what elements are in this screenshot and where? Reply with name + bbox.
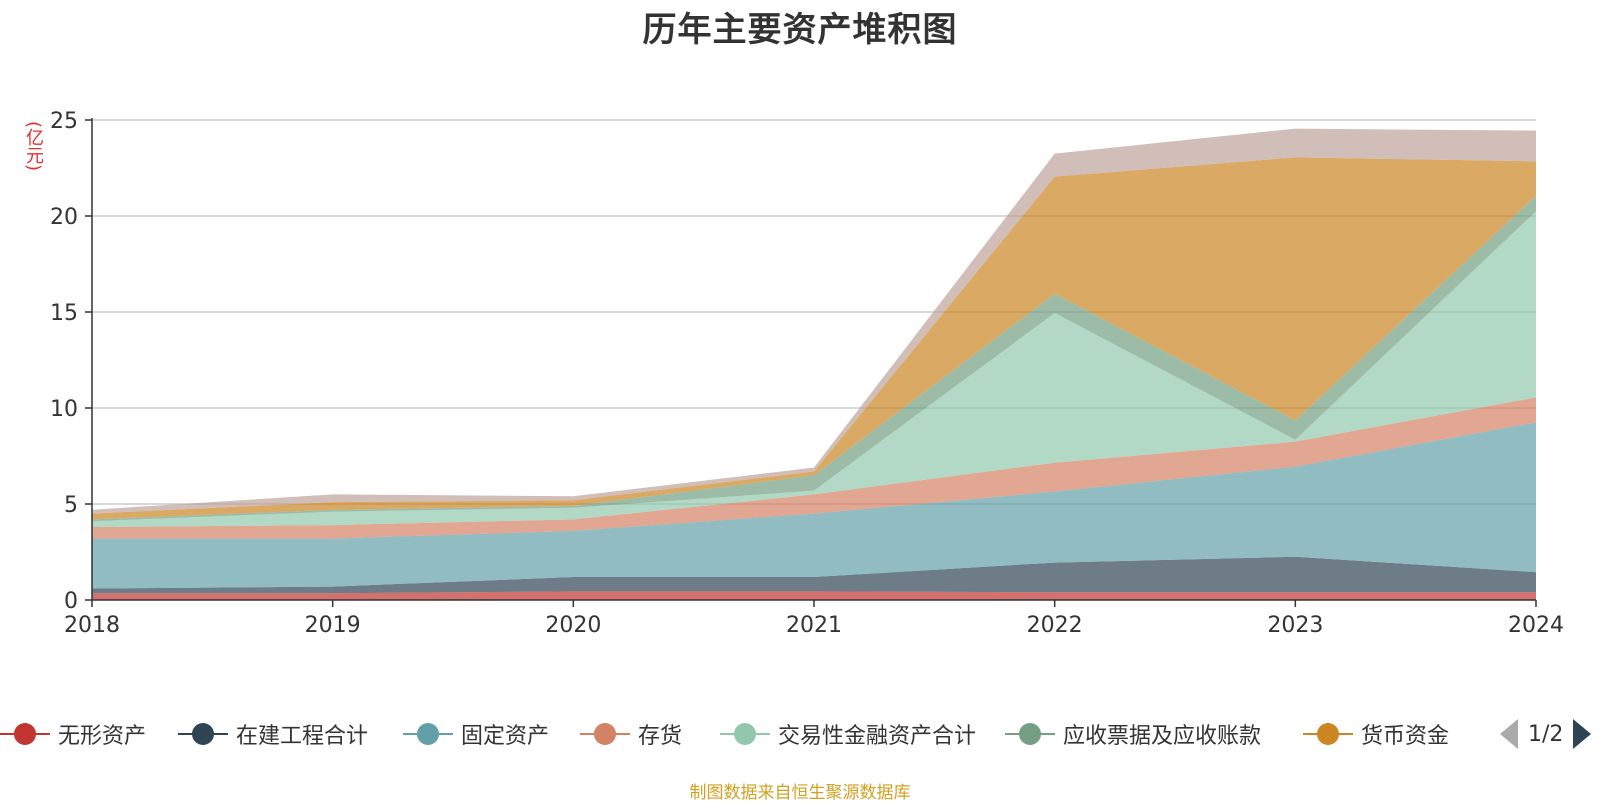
legend-marker-icon	[1005, 716, 1055, 752]
legend-marker-icon	[1303, 716, 1353, 752]
legend-next-page-button[interactable]	[1573, 719, 1592, 749]
x-tick-label: 2023	[1267, 613, 1323, 638]
x-tick-label: 2019	[305, 613, 361, 638]
legend-label: 交易性金融资产合计	[778, 724, 977, 749]
chart-legend: 无形资产 在建工程合计 固定资产 存货 交易性金融资产合计 应收票据及应收账款 货币资金	[0, 716, 1600, 752]
legend-label: 应收票据及应收账款	[1063, 724, 1262, 749]
stacked-area-chart: 0 5 10 15 20 25 2018 2019 2020 2021 2022 2023 2024	[50, 109, 1564, 638]
legend-label: 无形资产	[58, 724, 147, 749]
legend-label: 在建工程合计	[236, 724, 369, 749]
legend-marker-icon	[178, 716, 228, 752]
area-series-2	[92, 422, 1536, 589]
legend-label: 货币资金	[1361, 724, 1450, 749]
y-tick-label: 5	[64, 493, 78, 518]
legend-marker-icon	[580, 716, 630, 752]
legend-item[interactable]: 货币资金	[1303, 716, 1449, 752]
area-series-0	[92, 591, 1536, 600]
legend-prev-page-button[interactable]	[1500, 719, 1518, 749]
area-series-1	[92, 556, 1536, 594]
data-source-note: 制图数据来自恒生聚源数据库	[689, 783, 911, 803]
x-tick-label: 2018	[64, 613, 120, 638]
legend-pager: 1/2	[1500, 716, 1592, 752]
legend-item[interactable]: 存货	[580, 716, 682, 752]
area-series-3	[92, 397, 1536, 539]
chart-title: 历年主要资产堆积图	[642, 10, 958, 50]
y-tick-label: 25	[50, 109, 78, 134]
legend-marker-icon	[403, 716, 453, 752]
area-series-4	[92, 211, 1536, 527]
legend-label: 固定资产	[461, 724, 550, 749]
legend-item[interactable]: 应收票据及应收账款	[1005, 716, 1261, 752]
x-tick-label: 2022	[1027, 613, 1083, 638]
y-axis-unit-label: (亿元)	[23, 121, 44, 172]
legend-marker-icon	[0, 716, 50, 752]
legend-item[interactable]: 交易性金融资产合计	[720, 716, 976, 752]
legend-marker-icon	[720, 716, 770, 752]
legend-label: 存货	[638, 724, 683, 749]
legend-item[interactable]: 在建工程合计	[178, 716, 368, 752]
x-tick-label: 2021	[786, 613, 842, 638]
legend-item[interactable]: 无形资产	[0, 716, 146, 752]
axes: 0 5 10 15 20 25 2018 2019 2020 2021 2022 2023 2024	[50, 109, 1564, 638]
x-tick-label: 2024	[1508, 613, 1564, 638]
y-tick-label: 15	[50, 301, 78, 326]
y-tick-label: 20	[50, 205, 78, 230]
legend-page-indicator: 1/2	[1528, 721, 1564, 747]
x-tick-label: 2020	[545, 613, 601, 638]
y-tick-label: 10	[50, 397, 78, 422]
area-series	[92, 128, 1536, 600]
legend-item[interactable]: 固定资产	[403, 716, 549, 752]
area-series-6	[92, 157, 1536, 520]
y-tick-label: 0	[64, 589, 78, 614]
